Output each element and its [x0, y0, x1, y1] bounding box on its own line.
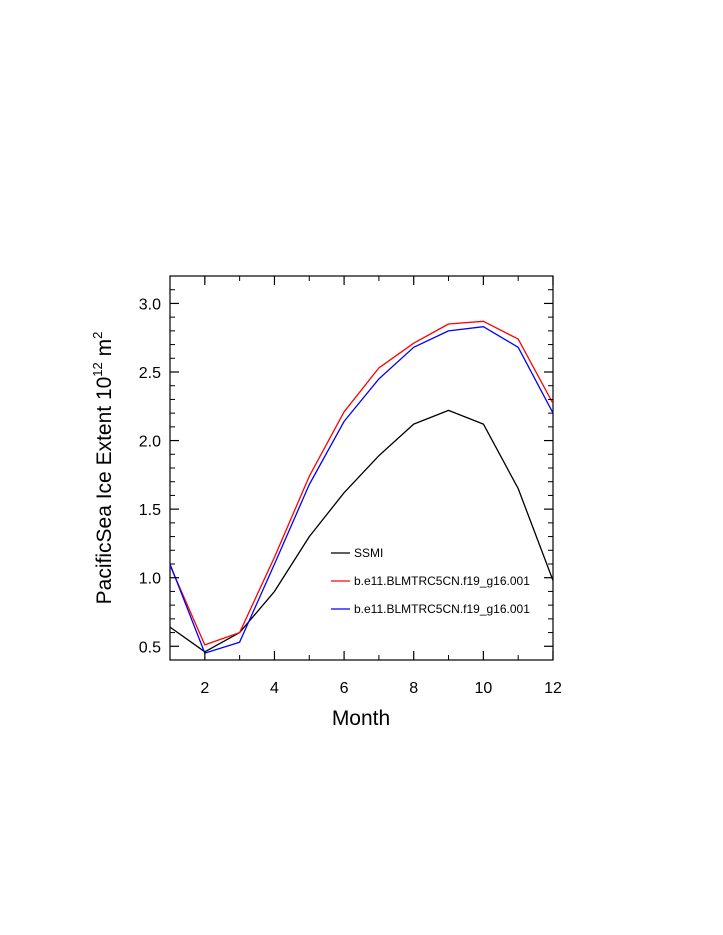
- y-axis-title-text: PacificSea Ice Extent 10: [93, 377, 116, 605]
- y-tick-label: 1.0: [139, 571, 161, 588]
- x-tick-label: 8: [409, 680, 418, 697]
- x-tick-label: 2: [200, 680, 209, 697]
- tick-labels-layer: 2 4 6 8 10 12 0.5 1.0 1.5 2.0 2.5 3.0: [139, 296, 562, 697]
- y-tick-label: 0.5: [139, 639, 161, 656]
- y-tick-label: 2.5: [139, 365, 161, 382]
- ticks-layer: [169, 276, 554, 660]
- series-line-blue: [169, 326, 554, 654]
- x-tick-label: 12: [544, 680, 562, 697]
- series-layer: [169, 320, 554, 654]
- y-axis-title-exponent: 12: [90, 362, 105, 376]
- x-tick-label: 4: [270, 680, 279, 697]
- y-tick-label: 2.0: [139, 434, 161, 451]
- x-axis-title: Month: [332, 707, 390, 730]
- legend-label-ssmi: SSMI: [354, 546, 383, 560]
- x-tick-label: 10: [474, 680, 492, 697]
- legend-label-red-series: b.e11.BLMTRC5CN.f19_g16.001: [354, 574, 530, 588]
- y-tick-label: 3.0: [139, 296, 161, 313]
- legend: SSMI b.e11.BLMTRC5CN.f19_g16.001 b.e11.B…: [331, 546, 530, 616]
- x-tick-label: 6: [340, 680, 349, 697]
- y-axis-title-unit-exponent: 2: [90, 332, 105, 339]
- series-line-red: [169, 320, 554, 646]
- y-tick-label: 1.5: [139, 502, 161, 519]
- y-axis-title: PacificSea Ice Extent 1012 m2: [90, 332, 116, 605]
- series-line-ssmi: [169, 409, 554, 653]
- legend-label-blue-series: b.e11.BLMTRC5CN.f19_g16.001: [354, 602, 530, 616]
- y-axis-title-unit: m: [93, 339, 116, 362]
